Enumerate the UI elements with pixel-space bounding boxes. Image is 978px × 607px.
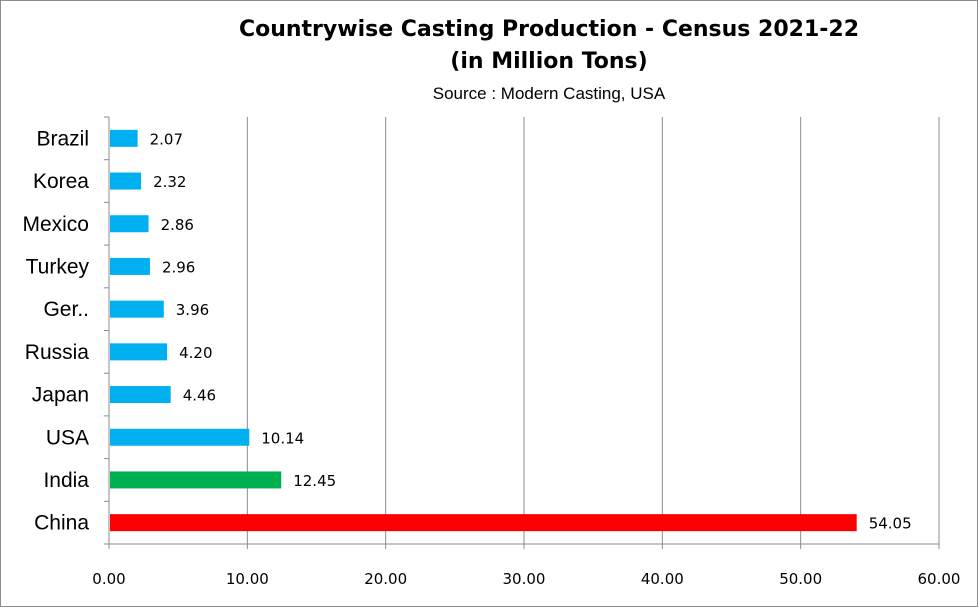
data-label: 2.07 xyxy=(150,130,183,148)
chart-title-line-1: Countrywise Casting Production - Census … xyxy=(238,17,860,42)
data-label: 4.46 xyxy=(183,387,216,405)
bar-japan xyxy=(110,386,171,404)
bar-korea xyxy=(110,172,142,190)
bars xyxy=(110,129,857,532)
category-label: Brazil xyxy=(36,127,89,150)
data-label: 4.20 xyxy=(179,344,212,362)
category-label: Korea xyxy=(33,170,89,193)
chart-subtitle: Source : Modern Casting, USA xyxy=(432,84,666,103)
bar-ger xyxy=(110,300,164,318)
chart-title: Countrywise Casting Production - Census … xyxy=(0,14,978,78)
data-label: 54.05 xyxy=(869,515,912,533)
category-label: Ger.. xyxy=(43,298,89,321)
category-label: Japan xyxy=(32,384,89,407)
data-label: 2.32 xyxy=(153,173,186,191)
x-tick-label: 60.00 xyxy=(918,570,961,588)
labels: 0.00 10.00 20.00 30.00 40.00 50.00 60.00 Brazil… xyxy=(22,127,960,588)
x-tick-label: 10.00 xyxy=(226,570,269,588)
bar-usa xyxy=(110,428,250,446)
x-tick-label: 50.00 xyxy=(779,570,822,588)
bar-turkey xyxy=(110,257,150,275)
category-label: Russia xyxy=(25,341,90,364)
data-label: 3.96 xyxy=(176,301,209,319)
category-label: China xyxy=(34,512,89,535)
category-label: Mexico xyxy=(22,213,89,236)
category-label: India xyxy=(43,469,89,492)
bar-brazil xyxy=(110,129,138,147)
category-label: Turkey xyxy=(26,255,90,278)
x-tick-label: 0.00 xyxy=(92,570,125,588)
category-label: USA xyxy=(46,426,89,449)
x-tick-label: 30.00 xyxy=(503,570,546,588)
chart-title-line-2: (in Million Tons) xyxy=(450,49,648,74)
x-tick-label: 40.00 xyxy=(641,570,684,588)
data-label: 10.14 xyxy=(261,429,304,447)
data-label: 2.86 xyxy=(161,216,194,234)
gridlines xyxy=(246,117,940,544)
bar-russia xyxy=(110,343,168,361)
bar-china xyxy=(110,514,857,532)
bar-india xyxy=(110,471,282,489)
data-label: 2.96 xyxy=(162,258,195,276)
data-label: 12.45 xyxy=(293,472,336,490)
x-tick-label: 20.00 xyxy=(364,570,407,588)
bar-mexico xyxy=(110,215,149,233)
axes xyxy=(104,116,940,549)
